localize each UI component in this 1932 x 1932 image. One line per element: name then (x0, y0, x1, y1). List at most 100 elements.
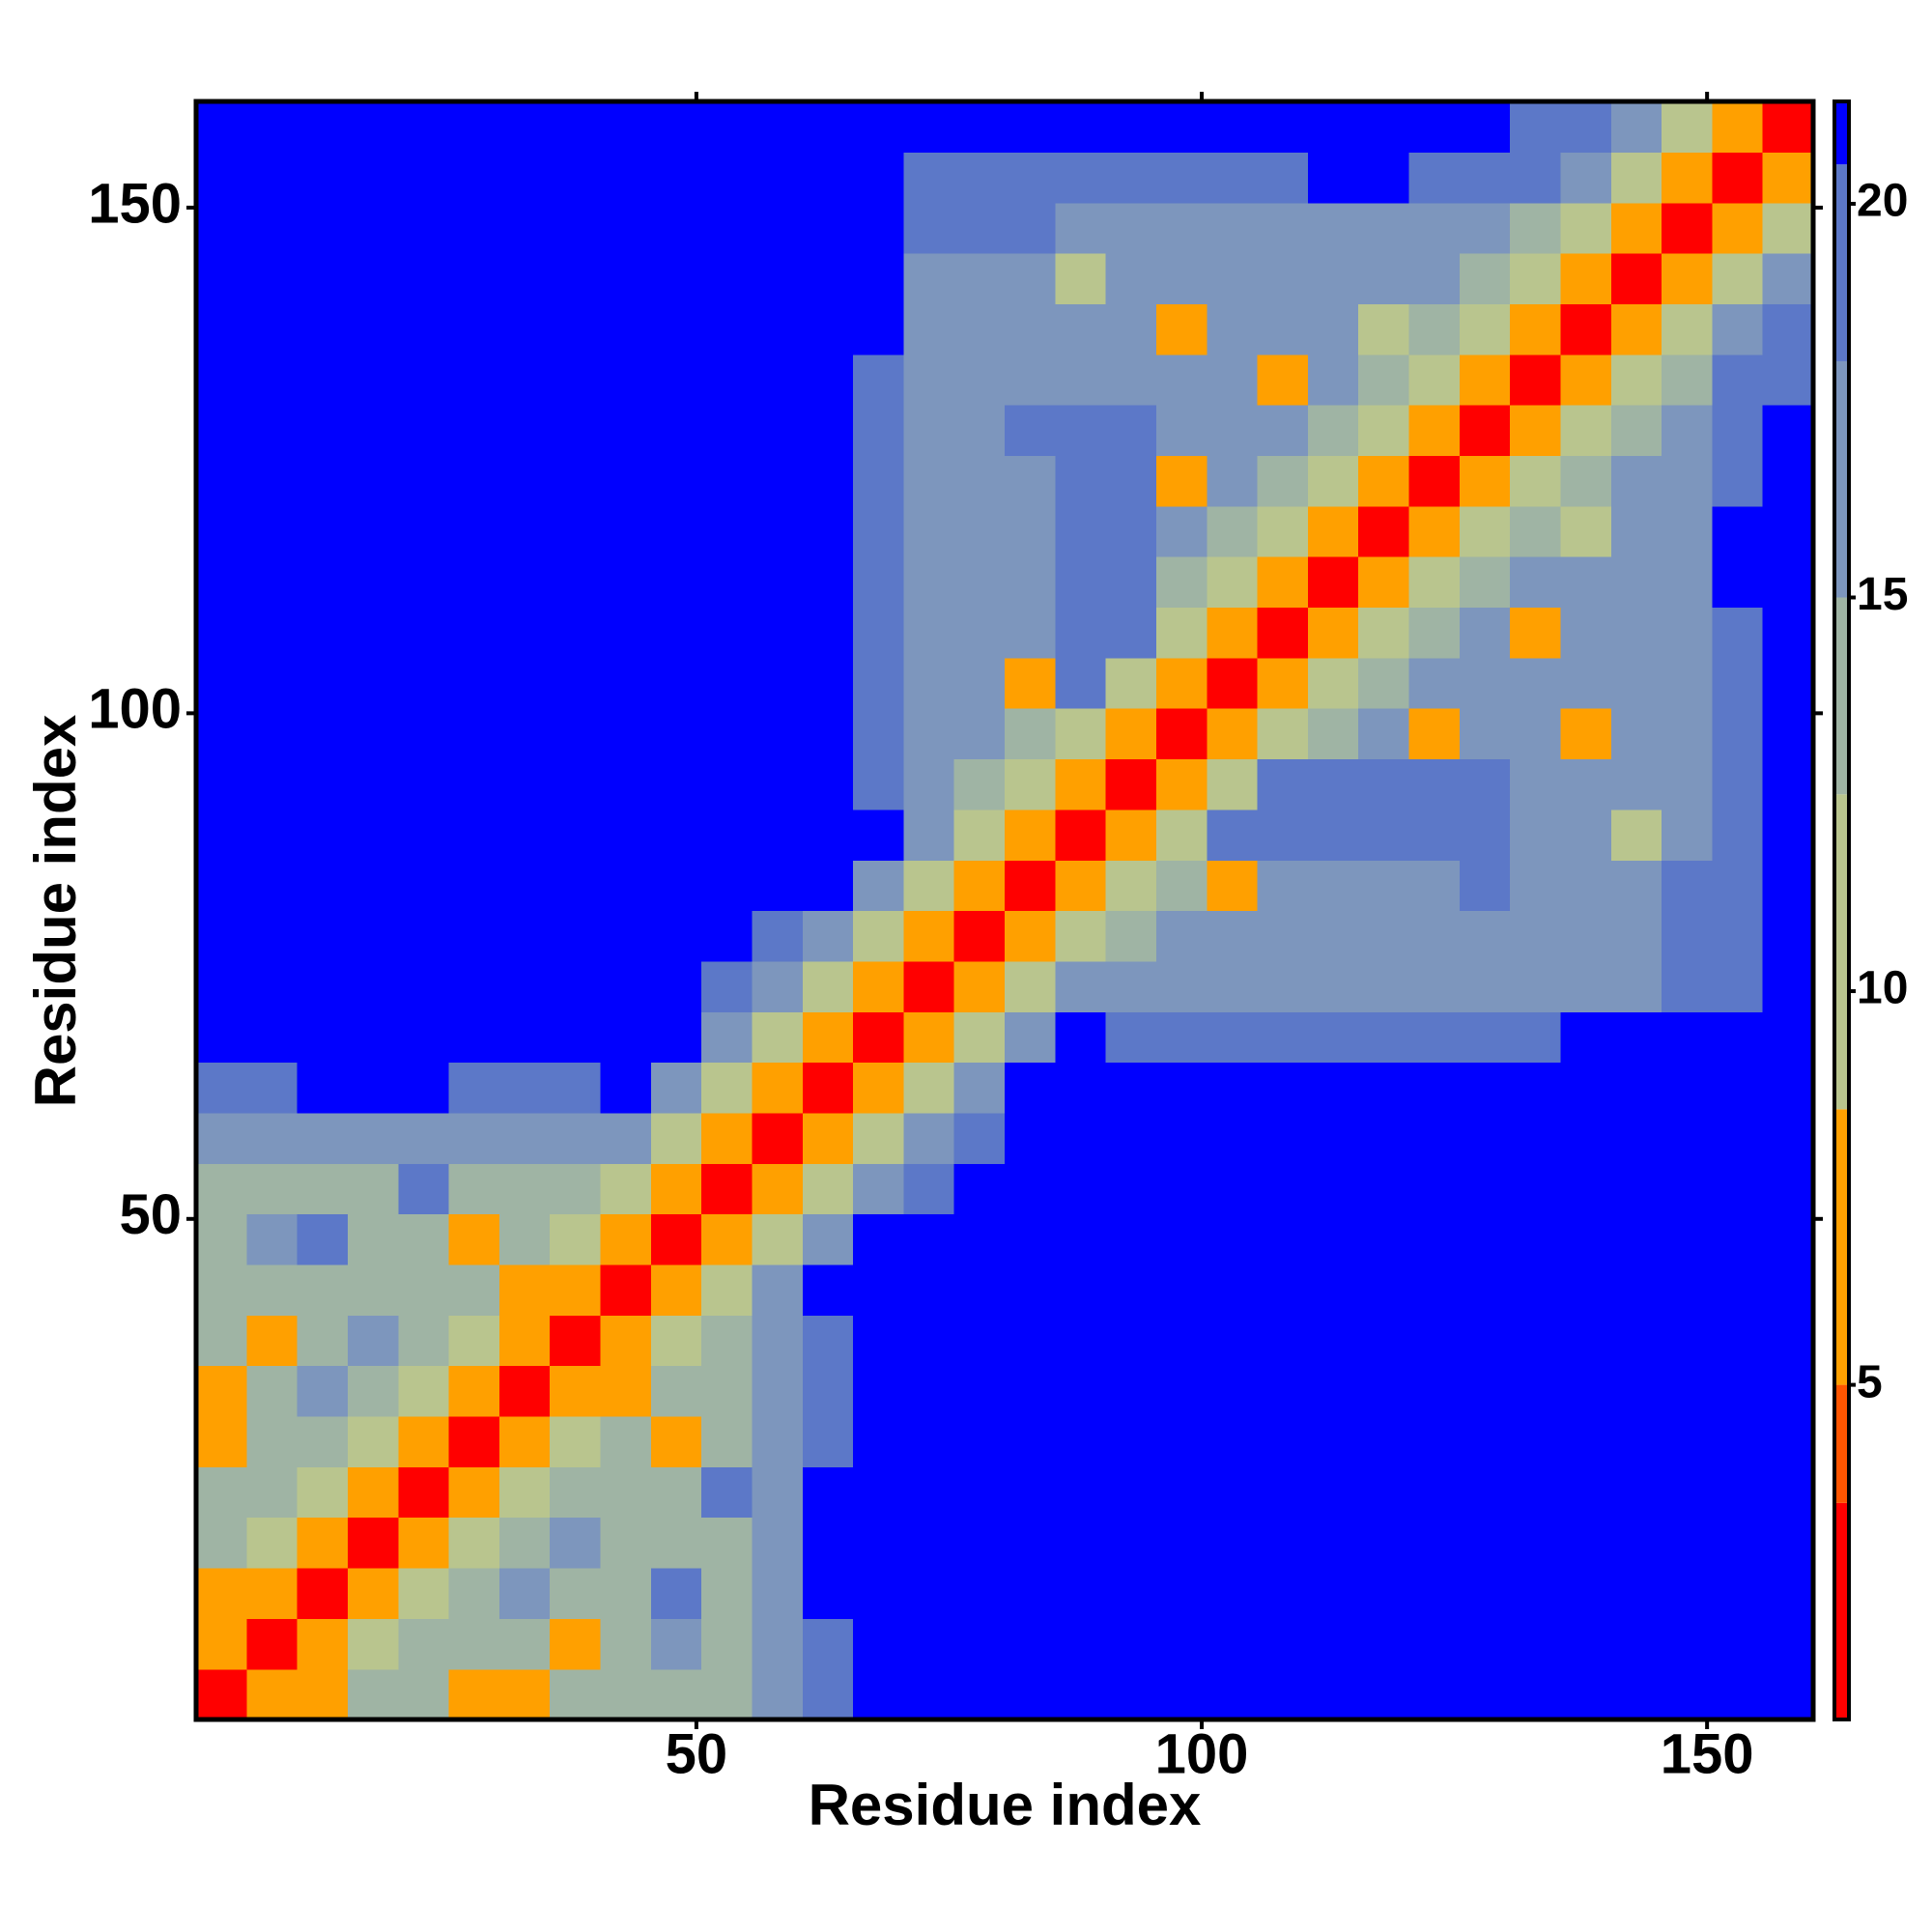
heatmap-cell (398, 1365, 450, 1417)
heatmap-cell (701, 1466, 753, 1519)
heatmap-cell (550, 1668, 602, 1720)
heatmap-cell (1005, 505, 1056, 557)
heatmap-cell (1055, 708, 1107, 760)
heatmap-cell (953, 860, 1006, 912)
heatmap-cell (297, 354, 349, 406)
heatmap-cell (903, 910, 955, 962)
heatmap-cell (246, 202, 298, 254)
heatmap-cell (903, 253, 955, 304)
heatmap-cell (1610, 202, 1662, 254)
heatmap-cell (1712, 1315, 1764, 1367)
heatmap-cell (650, 202, 702, 254)
heatmap-cell (953, 1315, 1006, 1367)
heatmap-cell (246, 1264, 298, 1316)
heatmap-cell (1358, 1668, 1410, 1720)
heatmap-cell (297, 1567, 349, 1619)
heatmap-cell (1712, 860, 1764, 912)
heatmap-cell (752, 1365, 804, 1417)
heatmap-cell (1662, 1415, 1713, 1467)
heatmap-cell (1307, 405, 1359, 457)
heatmap-cell (398, 1163, 450, 1215)
heatmap-cell (1155, 860, 1208, 912)
heatmap-cell (1257, 708, 1309, 760)
heatmap-cell (448, 152, 500, 204)
heatmap-cell (550, 1567, 602, 1619)
heatmap-cell (1662, 809, 1713, 861)
heatmap-cell (1510, 708, 1562, 760)
heatmap-cell (752, 708, 804, 760)
heatmap-cell (498, 1011, 551, 1064)
heatmap-cell (398, 1315, 450, 1367)
heatmap-cell (1257, 505, 1309, 557)
heatmap-cell (1408, 1466, 1461, 1519)
heatmap-cell (1207, 303, 1259, 355)
heatmap-cell (1408, 101, 1461, 153)
heatmap-cell (1055, 1517, 1107, 1569)
heatmap-cell (853, 1011, 904, 1064)
heatmap-cell (903, 1112, 955, 1164)
heatmap-cell (498, 860, 551, 912)
heatmap-cell (701, 1668, 753, 1720)
heatmap-cell (903, 657, 955, 709)
heatmap-cell (398, 1618, 450, 1670)
heatmap-cell (1155, 1112, 1208, 1164)
heatmap-cell (802, 303, 854, 355)
heatmap-cell (600, 1112, 652, 1164)
heatmap-cell (752, 202, 804, 254)
heatmap-cell (1005, 1668, 1056, 1720)
heatmap-cell (802, 910, 854, 962)
heatmap-cell (1662, 1668, 1713, 1720)
heatmap-cell (1358, 1264, 1410, 1316)
heatmap-cell (1610, 1466, 1662, 1519)
heatmap-cell (246, 1315, 298, 1367)
heatmap-cell (802, 253, 854, 304)
heatmap-cell (752, 1011, 804, 1064)
heatmap-cell (1662, 405, 1713, 457)
heatmap-cell (246, 607, 298, 659)
heatmap-cell (650, 809, 702, 861)
heatmap-cell (600, 505, 652, 557)
heatmap-cell (701, 657, 753, 709)
heatmap-cell (1560, 1011, 1612, 1064)
heatmap-cell (246, 1011, 298, 1064)
heatmap-cell (953, 1011, 1006, 1064)
heatmap-cell (398, 960, 450, 1012)
heatmap-cell (1510, 1567, 1562, 1619)
heatmap-cell (701, 405, 753, 457)
heatmap-cell (953, 1213, 1006, 1265)
heatmap-cell (1510, 1112, 1562, 1164)
heatmap-cell (1207, 556, 1259, 609)
heatmap-cell (600, 910, 652, 962)
heatmap-cell (1712, 708, 1764, 760)
heatmap-cell (1408, 1668, 1461, 1720)
heatmap-cell (1408, 1112, 1461, 1164)
heatmap-cell (1662, 202, 1713, 254)
heatmap-cell (1610, 607, 1662, 659)
heatmap-cell (1762, 152, 1814, 204)
heatmap-cell (1307, 1011, 1359, 1064)
heatmap-cell (448, 960, 500, 1012)
heatmap-cell (1207, 1315, 1259, 1367)
heatmap-cell (1610, 405, 1662, 457)
heatmap-cell (1307, 1668, 1359, 1720)
heatmap-cell (1560, 556, 1612, 609)
heatmap-cell (1560, 455, 1612, 507)
heatmap-cell (1257, 202, 1309, 254)
heatmap-cell (1459, 303, 1511, 355)
heatmap-cell (1408, 1618, 1461, 1670)
heatmap-cell (1408, 556, 1461, 609)
heatmap-cell (1358, 455, 1410, 507)
heatmap-cell (1055, 455, 1107, 507)
heatmap-cell (752, 1466, 804, 1519)
heatmap-cell (1155, 708, 1208, 760)
heatmap-cell (1712, 1163, 1764, 1215)
heatmap-cell (853, 253, 904, 304)
heatmap-cell (398, 708, 450, 760)
heatmap-cell (1155, 303, 1208, 355)
x-tick-label: 50 (666, 1722, 728, 1785)
heatmap-cell (1662, 657, 1713, 709)
heatmap-cell (701, 758, 753, 810)
heatmap-cell (1105, 1567, 1157, 1619)
heatmap-cell (1105, 1163, 1157, 1215)
heatmap-cell (1560, 1668, 1612, 1720)
